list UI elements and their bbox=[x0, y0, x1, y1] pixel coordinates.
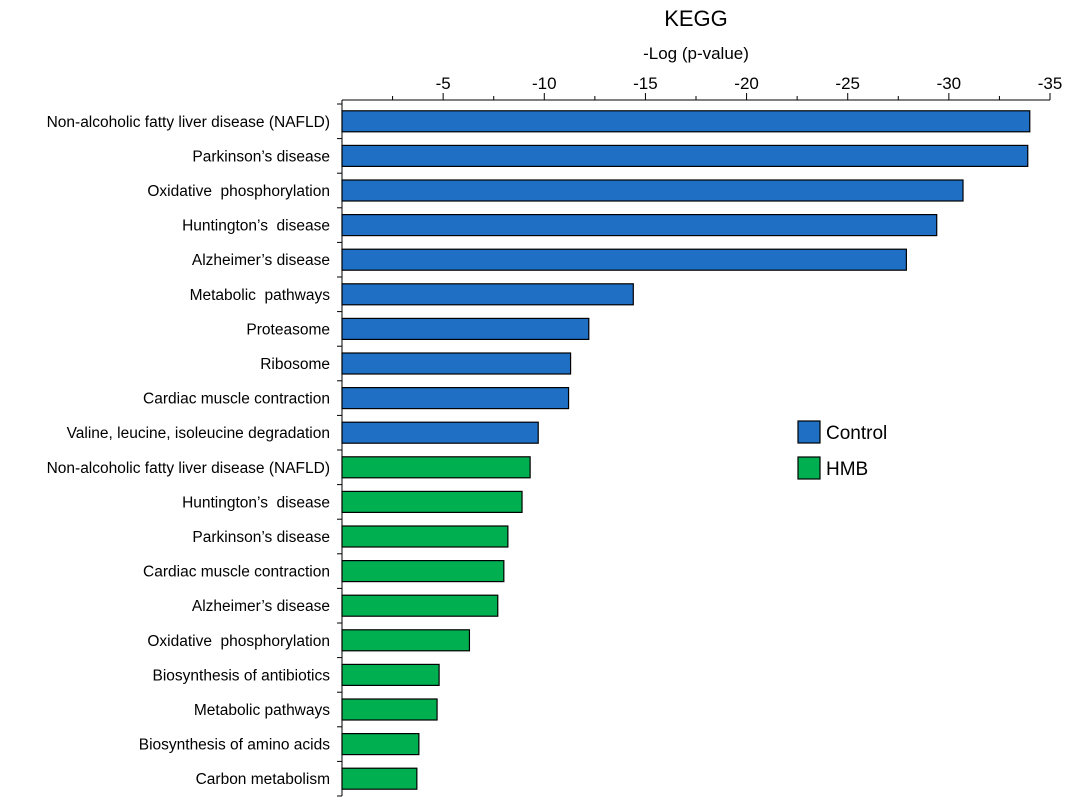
category-label: Biosynthesis of amino acids bbox=[139, 737, 331, 754]
category-label: Huntington’s disease bbox=[182, 218, 330, 235]
category-label: Non-alcoholic fatty liver disease (NAFLD… bbox=[47, 114, 330, 131]
bar-control bbox=[341, 110, 1031, 133]
bar-hmb bbox=[341, 732, 420, 756]
category-label: Ribosome bbox=[260, 356, 330, 373]
category-label: Metabolic pathways bbox=[194, 702, 330, 719]
category-label: Proteasome bbox=[246, 321, 330, 338]
category-label: Alzheimer’s disease bbox=[192, 252, 330, 269]
bar-hmb bbox=[341, 525, 509, 548]
bar-hmb bbox=[341, 559, 505, 583]
category-label: Cardiac muscle contraction bbox=[143, 391, 330, 408]
bar-hmb bbox=[341, 594, 499, 617]
bar-control bbox=[341, 214, 938, 237]
category-labels: Non-alcoholic fatty liver disease (NAFLD… bbox=[47, 114, 331, 788]
bar-hmb bbox=[341, 663, 440, 687]
bar-hmb bbox=[341, 490, 523, 513]
x-tick-label: -30 bbox=[937, 74, 962, 93]
category-label: Oxidative phosphorylation bbox=[147, 183, 330, 200]
bar-hmb bbox=[341, 629, 471, 652]
bar-control bbox=[341, 387, 570, 410]
bar-control bbox=[341, 352, 572, 375]
legend: Control HMB bbox=[797, 420, 887, 480]
legend-swatch bbox=[797, 420, 821, 444]
category-label: Carbon metabolism bbox=[196, 771, 330, 788]
x-tick-label: -20 bbox=[734, 74, 759, 93]
category-label: Valine, leucine, isoleucine degradation bbox=[67, 425, 330, 442]
x-axis-label: -Log (p-value) bbox=[643, 44, 749, 63]
category-label: Parkinson’s disease bbox=[192, 148, 330, 165]
category-label: Parkinson’s disease bbox=[192, 529, 330, 546]
bar-hmb bbox=[341, 456, 531, 479]
category-label: Non-alcoholic fatty liver disease (NAFLD… bbox=[47, 460, 330, 477]
category-label: Alzheimer’s disease bbox=[192, 598, 330, 615]
bar-control bbox=[341, 421, 539, 444]
x-tick-label: -5 bbox=[436, 74, 451, 93]
x-tick-label: -10 bbox=[532, 74, 557, 93]
legend-label: HMB bbox=[826, 459, 868, 480]
bar-control bbox=[341, 179, 964, 202]
bar-control bbox=[341, 283, 634, 306]
category-label: Biosynthesis of antibiotics bbox=[153, 667, 331, 684]
category-label: Metabolic pathways bbox=[190, 287, 331, 304]
category-label: Huntington’s disease bbox=[182, 494, 330, 511]
x-tick-labels: -5 -10 -15 -20 -25 -30 -35 bbox=[436, 74, 1063, 93]
bar-control bbox=[341, 144, 1029, 167]
x-tick-label: -35 bbox=[1038, 74, 1063, 93]
chart-title: KEGG bbox=[664, 6, 728, 31]
bar-hmb bbox=[341, 698, 438, 721]
legend-label: Control bbox=[826, 423, 887, 444]
bars bbox=[341, 110, 1031, 790]
x-tick-label: -25 bbox=[835, 74, 860, 93]
x-tick-label: -15 bbox=[633, 74, 658, 93]
legend-swatch bbox=[797, 456, 821, 480]
bar-control bbox=[341, 317, 590, 340]
bar-hmb bbox=[341, 767, 418, 790]
category-label: Cardiac muscle contraction bbox=[143, 564, 330, 581]
category-label: Oxidative phosphorylation bbox=[147, 633, 330, 650]
bar-control bbox=[341, 248, 907, 271]
